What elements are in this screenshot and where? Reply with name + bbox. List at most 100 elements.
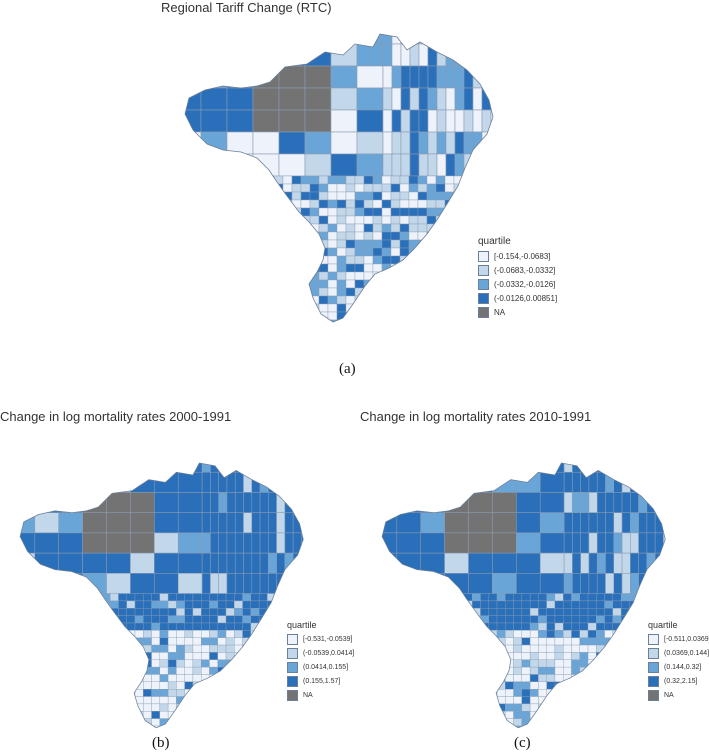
map-region <box>620 666 630 675</box>
map-region <box>516 471 541 493</box>
map-region <box>408 311 419 321</box>
map-region <box>471 199 482 209</box>
map-region <box>488 718 498 727</box>
map-region <box>372 319 383 322</box>
map-region <box>229 328 238 336</box>
legend-item: NA <box>648 689 709 701</box>
legend-label: (0.0369,0.144] <box>664 649 709 657</box>
map-region <box>43 696 53 705</box>
map-region <box>596 637 605 646</box>
map-region <box>217 666 227 675</box>
map-region <box>118 630 127 638</box>
map-region <box>319 328 328 336</box>
map-region <box>438 652 448 660</box>
map-region <box>201 223 212 233</box>
map-region <box>101 711 111 719</box>
map-region <box>210 311 221 321</box>
map-region <box>480 718 489 727</box>
map-region <box>209 711 218 719</box>
map-region <box>283 725 293 728</box>
map-region <box>273 295 284 305</box>
map-region <box>629 674 638 683</box>
map-region <box>472 711 481 719</box>
map-region <box>11 652 19 659</box>
map-region <box>417 215 428 225</box>
map-region <box>143 630 152 638</box>
map-region <box>481 43 492 67</box>
map-region <box>489 175 493 185</box>
map-region <box>336 199 347 209</box>
map-region <box>563 725 572 728</box>
map-region <box>438 666 448 675</box>
map-region <box>201 303 212 313</box>
map-region <box>126 718 136 727</box>
map-region <box>228 231 239 241</box>
map-region <box>417 223 428 233</box>
map-region <box>184 630 194 638</box>
map-region <box>258 666 268 675</box>
map-region <box>264 263 275 273</box>
map-region <box>354 175 365 185</box>
map-region <box>175 248 184 256</box>
map-region <box>264 255 275 265</box>
map-region <box>373 608 381 615</box>
map-region <box>363 215 374 225</box>
map-region <box>462 223 473 233</box>
map-region <box>462 255 473 265</box>
map-region <box>418 131 429 155</box>
map-region <box>580 471 590 493</box>
map-region <box>226 65 254 89</box>
map-region <box>521 711 531 719</box>
map-region <box>209 615 218 624</box>
map-region <box>126 637 136 646</box>
map-region <box>283 711 293 719</box>
map-region <box>273 207 284 217</box>
map-region <box>238 328 247 336</box>
map-region <box>363 191 374 201</box>
map-region <box>243 463 253 473</box>
map-region <box>417 191 428 201</box>
map-region <box>143 725 152 728</box>
map-region <box>268 492 277 513</box>
map-region <box>435 223 446 233</box>
map-region <box>539 512 565 534</box>
map-region <box>621 573 631 594</box>
map-region <box>505 689 514 697</box>
map-region <box>219 279 230 289</box>
map-region <box>529 593 539 602</box>
map-region <box>472 718 481 727</box>
map-region <box>480 191 491 201</box>
map-region <box>472 725 481 728</box>
map-region <box>613 492 623 513</box>
map-region <box>126 644 136 653</box>
map-region <box>106 552 131 574</box>
map-region <box>382 703 390 712</box>
map-region <box>252 153 280 177</box>
map-region <box>101 674 111 683</box>
map-region <box>275 696 285 705</box>
map-region <box>397 718 407 727</box>
map-region <box>226 552 236 574</box>
map-region <box>201 463 211 473</box>
map-region <box>118 600 127 609</box>
map-region <box>43 659 53 668</box>
map-region <box>219 223 230 233</box>
map-region <box>505 733 513 740</box>
map-region <box>408 319 419 322</box>
map-region <box>250 703 260 712</box>
map-region <box>35 637 45 646</box>
map-region <box>192 608 202 616</box>
map-region <box>354 255 365 265</box>
map-region <box>408 191 419 201</box>
map-region <box>571 630 580 638</box>
map-region <box>110 681 119 690</box>
map-region <box>596 630 605 638</box>
map-region <box>444 303 455 313</box>
map-region <box>101 644 111 653</box>
map-region <box>273 279 284 289</box>
map-region <box>268 512 277 534</box>
map-region <box>68 703 78 712</box>
map-region <box>579 711 589 719</box>
map-region <box>20 622 28 631</box>
map-region <box>444 255 455 265</box>
